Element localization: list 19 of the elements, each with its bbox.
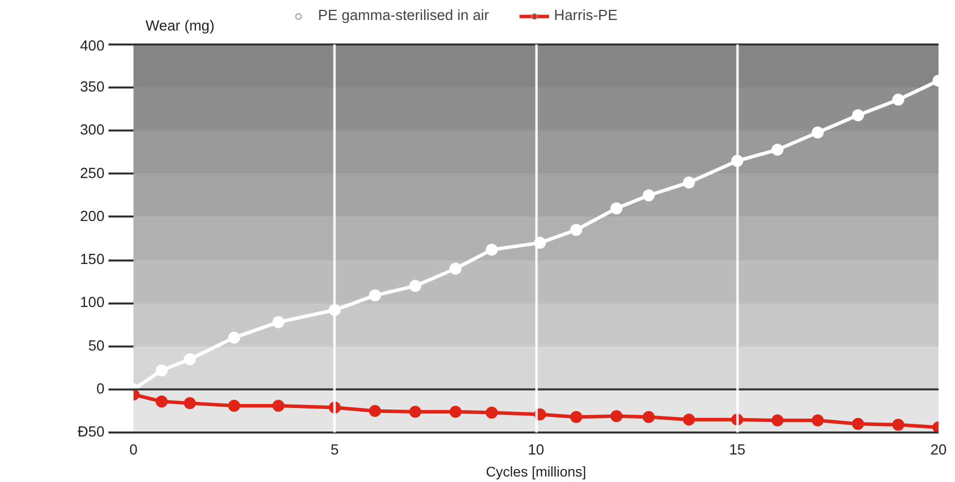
legend-label: PE gamma-sterilised in air xyxy=(318,8,490,24)
x-tick-label: 0 xyxy=(129,442,138,458)
legend-label: Harris-PE xyxy=(554,8,618,24)
x-tick-label: 15 xyxy=(729,442,746,458)
y-tick-label: 300 xyxy=(80,122,105,139)
x-axis-title: Cycles [millions] xyxy=(486,464,586,480)
y-tick-label: 200 xyxy=(80,208,105,225)
y-tick-label: 150 xyxy=(80,252,105,268)
y-tick-label: 400 xyxy=(80,38,105,54)
x-tick-label: 20 xyxy=(930,442,947,458)
x-tick-label: 10 xyxy=(528,442,544,458)
y-tick-label: 50 xyxy=(88,338,105,354)
x-tick-label: 5 xyxy=(330,442,339,458)
y-axis-title: Wear (mg) xyxy=(146,18,214,34)
y-tick-label: Ð50 xyxy=(78,424,105,440)
y-tick-label: 250 xyxy=(80,166,105,182)
y-tick-label: 0 xyxy=(96,381,105,398)
y-tick-label: 100 xyxy=(80,295,105,312)
y-tick-label: 350 xyxy=(80,80,105,96)
